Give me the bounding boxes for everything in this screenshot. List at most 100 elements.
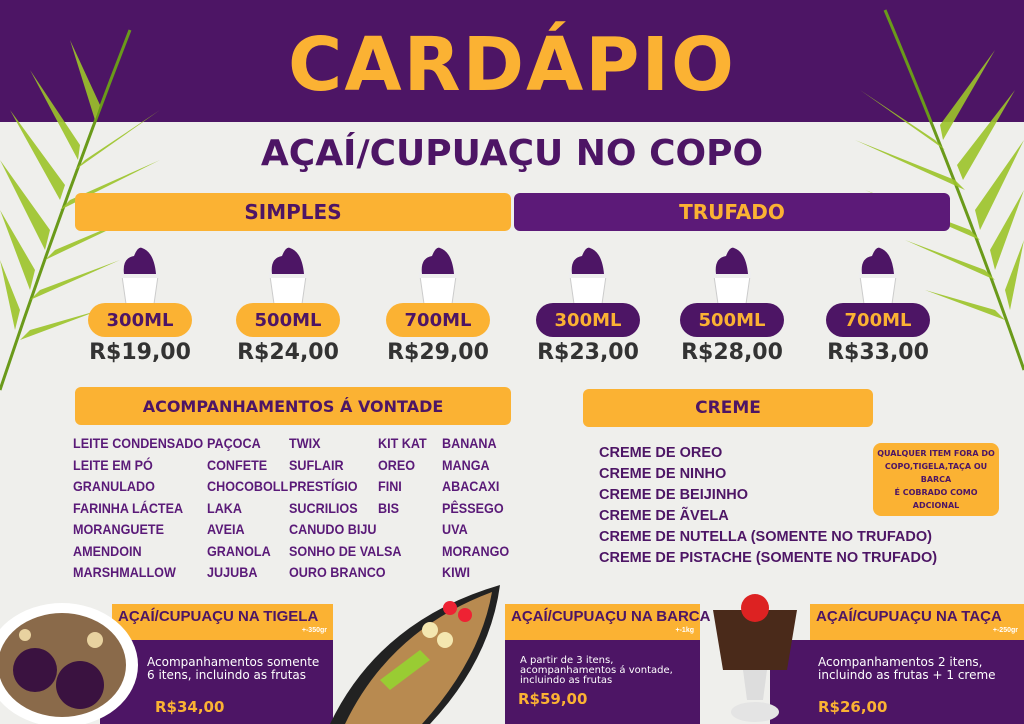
creme-item: CREME DE BEIJINHO [599,487,749,503]
taca-panel [770,640,1024,724]
price: R$23,00 [537,340,639,365]
description-line: 6 itens, incluindo as frutas [147,668,307,682]
topping-item: GRANOLA [207,542,271,559]
product-price: R$26,00 [818,698,888,716]
price: R$19,00 [89,340,191,365]
topping-item: BANANA [442,435,497,451]
topping-item: LEITE CONDENSADO [73,435,204,451]
barca-boat-image [330,585,500,724]
product-description: Acompanhamentos somente 6 itens, incluind… [147,656,319,682]
acompanhamentos-column: TWIX SUFLAIR PRESTÍGIO SUCRILIOS CANUDO BIJU… [289,433,401,584]
description-line: acompanhamentos á vontade, [520,665,673,676]
topping-item: BIS [378,499,400,516]
topping-item: AMENDOIN [73,542,142,559]
topping-item: KIT KAT [378,435,427,451]
topping-item: PÊSSEGO [442,499,504,516]
cup-icon [266,246,310,308]
topping-item: CANUDO BIJU [289,521,377,537]
topping-item: KIWI [442,564,470,580]
description-line: incluindo as frutas [520,675,613,686]
acompanhamentos-column: BANANA MANGA ABACAXI PÊSSEGO UVA MORANGO KIWI [442,433,509,584]
note-line: QUALQUER ITEM FORA DO [877,449,995,458]
acompanhamentos-column: LEITE CONDENSADO LEITE EM PÓ GRANULADO FARI… [73,433,203,584]
creme-item: CREME DE PISTACHE (SOMENTE NO TRUFADO) [599,550,938,566]
topping-item: ABACAXI [442,478,500,494]
topping-item: GRANULADO [73,478,155,494]
product-header: AÇAÍ/CUPUAÇU NA BARCA +-1kg [505,604,711,640]
product-name: AÇAÍ/CUPUAÇU NA TIGELA [118,608,319,625]
cup-icon [710,246,754,308]
size-pill: 300ML [536,303,640,337]
size-pill: 500ML [680,303,784,337]
price: R$24,00 [237,340,339,365]
creme-list: CREME DE OREO CREME DE NINHO CREME DE BEIJ… [599,443,937,569]
note-line: COPO,TIGELA,TAÇA OU BARCA [884,462,988,484]
product-description: A partir de 3 itens, acompanhamentos á vo… [520,656,673,686]
creme-item: CREME DE ÃVELA [599,508,729,524]
size-pill: 500ML [236,303,340,337]
topping-item: SUCRILIOS [289,499,358,516]
product-description: Acompanhamentos 2 itens, incluindo as fru… [818,656,996,682]
topping-item: CONFETE [207,456,268,473]
product-price: R$59,00 [518,690,588,708]
topping-item: SUFLAIR [289,456,344,473]
topping-item: MORANGO [442,542,510,559]
size-pill: 300ML [88,303,192,337]
topping-item: FARINHA LÁCTEA [73,499,184,516]
header-band [0,0,1024,122]
size-pill: 700ML [826,303,930,337]
topping-item: LEITE EM PÓ [73,456,153,473]
topping-item: PAÇOCA [207,435,261,451]
taca-cup-image [713,594,797,722]
description-line: incluindo as frutas + 1 creme [818,668,996,682]
acompanhamentos-column: PAÇOCA CONFETE CHOCOBOLL LAKA AVEIA GRANOLA JU… [207,433,288,584]
topping-item: AVEIA [207,521,245,537]
cup-icon [118,246,162,308]
trufado-header: TRUFADO [514,193,950,231]
product-header: AÇAÍ/CUPUAÇU NA TIGELA +-350gr [112,604,333,640]
cup-icon [856,246,900,308]
cup-icon [566,246,610,308]
product-header: AÇAÍ/CUPUAÇU NA TAÇA +-250gr [810,604,1024,640]
topping-item: UVA [442,521,468,537]
size-pill: 700ML [386,303,490,337]
topping-item: OREO [378,456,416,473]
product-price: R$34,00 [155,698,225,716]
topping-item: MANGA [442,456,490,473]
topping-item: PRESTÍGIO [289,478,358,494]
cup-icon [416,246,460,308]
tigela-bowl-image [0,603,138,724]
acompanhamentos-column: KIT KAT OREO FINI BIS [378,433,427,519]
barca-panel [505,640,700,724]
price: R$33,00 [827,340,929,365]
creme-item: CREME DE OREO [599,445,723,461]
description-line: Acompanhamentos 2 itens, [818,655,983,669]
product-name: AÇAÍ/CUPUAÇU NA TAÇA [816,608,1002,625]
description-line: A partir de 3 itens, [520,655,614,666]
section-title-copo: AÇAÍ/CUPUAÇU NO COPO [260,133,764,174]
topping-item: OURO BRANCO [289,564,386,580]
topping-item: JUJUBA [207,564,258,580]
acompanhamentos-header: ACOMPANHAMENTOS Á VONTADE [75,387,511,425]
note-line: É COBRADO COMO ADCIONAL [894,488,978,510]
product-name: AÇAÍ/CUPUAÇU NA BARCA [511,608,711,625]
tigela-panel [100,640,333,724]
palm-leaf-left-icon [0,29,160,391]
product-weight: +-350gr [301,627,327,634]
creme-item: CREME DE NINHO [599,466,727,482]
price: R$29,00 [387,340,489,365]
creme-item: CREME DE NUTELLA (SOMENTE NO TRUFADO) [599,529,932,545]
topping-item: TWIX [289,435,321,451]
topping-item: FINI [378,478,402,494]
topping-item: MARSHMALLOW [73,564,176,580]
topping-item: CHOCOBOLL [207,478,289,494]
menu-title: CARDÁPIO [288,22,736,108]
product-weight: +-250gr [992,627,1018,634]
creme-header: CREME [583,389,873,427]
topping-item: MORANGUETE [73,521,165,537]
additional-note: QUALQUER ITEM FORA DO COPO,TIGELA,TAÇA OU… [873,443,999,516]
description-line: Acompanhamentos somente [147,655,320,669]
topping-item: LAKA [207,499,243,516]
product-weight: +-1kg [675,627,694,634]
price: R$28,00 [681,340,783,365]
